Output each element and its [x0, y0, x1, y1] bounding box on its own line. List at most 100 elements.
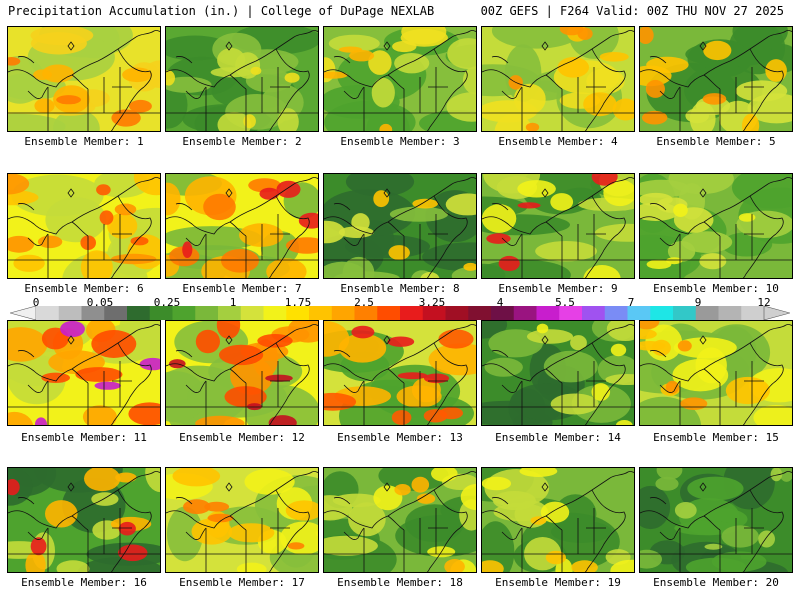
- precip-field: [640, 468, 792, 572]
- colorbar-tick-label: 4: [496, 296, 504, 309]
- precip-blob: [257, 334, 293, 348]
- precip-blob: [615, 420, 633, 425]
- location-marker-icon: [225, 335, 233, 345]
- map-boundary-line: [324, 216, 405, 237]
- colorbar-cell: [491, 306, 515, 320]
- colorbar-cell: [354, 306, 378, 320]
- precip-blob: [348, 502, 386, 537]
- map-boundary-line: [293, 177, 318, 185]
- map-boundary-line: [545, 183, 611, 223]
- map-boundary-line: [229, 183, 295, 223]
- precip-blob: [60, 321, 85, 338]
- map-boundary-line: [584, 86, 619, 131]
- precip-blob: [422, 242, 476, 272]
- map-boundary-line: [703, 183, 769, 223]
- precip-blob: [166, 76, 212, 93]
- map-boundary-line: [482, 363, 563, 384]
- precip-blob: [166, 371, 207, 423]
- map-boundary-line: [135, 471, 160, 479]
- precip-blob: [704, 543, 723, 550]
- precip-blob: [486, 233, 511, 244]
- map-boundary-line: [742, 233, 777, 278]
- precip-field: [324, 468, 476, 572]
- precip-blob: [732, 27, 788, 51]
- ensemble-member-map: [639, 173, 793, 279]
- precip-field: [482, 174, 634, 278]
- map-boundary-line: [451, 471, 476, 479]
- location-marker-icon: [383, 335, 391, 345]
- precip-blob: [333, 271, 400, 278]
- precip-blob: [244, 468, 295, 495]
- precip-blob: [491, 27, 583, 49]
- precip-blob: [397, 372, 428, 380]
- precip-blob: [640, 321, 660, 330]
- map-boundary-line: [387, 36, 453, 76]
- colorbar-cell: [445, 306, 469, 320]
- colorbar-cell: [81, 306, 105, 320]
- precip-blob: [34, 98, 55, 114]
- location-marker-icon: [67, 482, 75, 492]
- map-boundary-line: [609, 324, 634, 332]
- location-marker-icon: [383, 482, 391, 492]
- precip-blob: [8, 479, 20, 496]
- colorbar-cell: [536, 306, 560, 320]
- map-boundary-line: [649, 350, 667, 358]
- precip-blob: [166, 70, 175, 86]
- ensemble-member-label: Ensemble Member: 16: [21, 576, 147, 589]
- precip-blob: [80, 250, 113, 278]
- map-boundary-line: [110, 527, 145, 572]
- precip-blob: [591, 174, 618, 186]
- precip-blob: [571, 384, 631, 423]
- precip-blob: [13, 254, 45, 272]
- ensemble-member-map: [165, 173, 319, 279]
- map-boundary-line: [293, 324, 318, 332]
- colorbar-tick-label: 5.5: [555, 296, 575, 309]
- map-boundary-line: [268, 527, 303, 572]
- map-boundary-line: [185, 86, 207, 99]
- precip-blob: [389, 206, 449, 222]
- precip-blob: [133, 174, 160, 196]
- precip-blob: [298, 212, 318, 229]
- precip-blob: [122, 67, 153, 83]
- colorbar-cell: [218, 306, 242, 320]
- map-boundary-line: [293, 30, 318, 38]
- map-boundary-line: [609, 177, 634, 185]
- colorbar-tick-label: 2.5: [354, 296, 374, 309]
- precip-blob: [530, 516, 547, 525]
- precip-blob: [56, 95, 81, 105]
- map-boundary-line: [426, 527, 461, 572]
- precip-blob: [703, 40, 732, 61]
- map-boundary-line: [659, 86, 681, 99]
- precip-blob: [411, 476, 430, 493]
- precip-blob: [387, 336, 415, 347]
- colorbar-tick-label: 1.75: [284, 296, 312, 309]
- precip-blob: [139, 357, 160, 371]
- precip-blob: [216, 321, 241, 339]
- map-boundary-line: [591, 489, 626, 529]
- precip-blob: [482, 263, 506, 278]
- map-boundary-line: [275, 342, 310, 382]
- map-boundary-line: [387, 183, 453, 223]
- precip-field: [324, 321, 476, 425]
- precip-blob: [535, 241, 597, 262]
- map-boundary-line: [229, 330, 295, 370]
- map-boundary-line: [591, 342, 626, 382]
- map-boundary-line: [749, 489, 784, 529]
- map-boundary-line: [640, 216, 721, 237]
- precip-blob: [114, 203, 137, 216]
- map-boundary-line: [659, 380, 681, 393]
- precip-blob: [559, 27, 584, 36]
- map-boundary-line: [17, 497, 35, 505]
- colorbar-cell: [741, 306, 765, 320]
- colorbar-cell: [104, 306, 128, 320]
- map-boundary-line: [491, 203, 509, 211]
- precip-blob: [8, 57, 21, 66]
- precip-field: [166, 27, 318, 131]
- map-boundary-line: [117, 195, 152, 235]
- precip-blob: [642, 110, 668, 125]
- precip-blob: [37, 235, 63, 249]
- precip-blob: [8, 327, 48, 362]
- map-boundary-line: [491, 350, 509, 358]
- map-boundary-line: [17, 350, 35, 358]
- ensemble-member-label: Ensemble Member: 15: [653, 431, 779, 444]
